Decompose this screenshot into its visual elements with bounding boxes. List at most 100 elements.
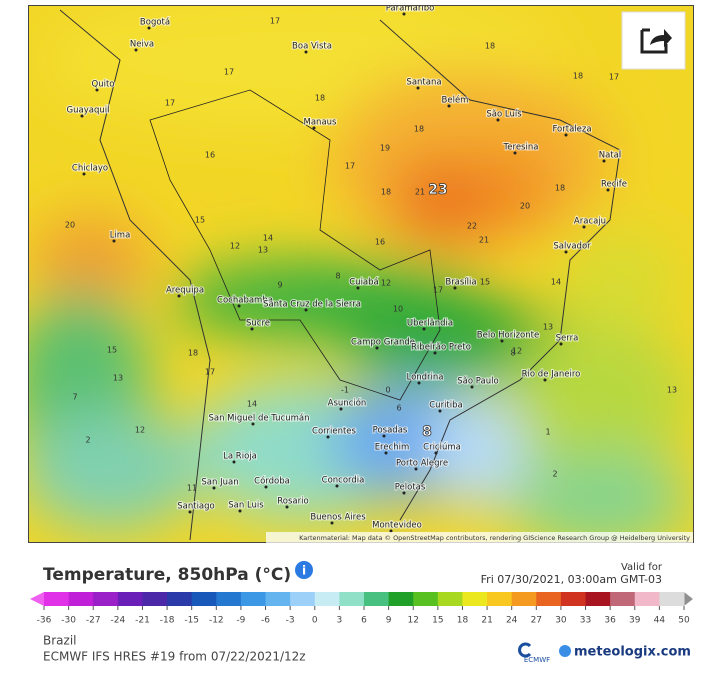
temperature-label: 6 xyxy=(396,404,401,413)
city-dot xyxy=(188,510,192,514)
border xyxy=(149,89,441,401)
temperature-label: 13 xyxy=(258,246,268,255)
info-i[interactable]: i xyxy=(302,564,306,578)
city-label: Erechim xyxy=(375,443,410,453)
city-dot xyxy=(147,26,151,30)
attribution-background xyxy=(266,532,693,543)
city-label: São Luís xyxy=(486,110,522,120)
city-label: Criciúma xyxy=(423,443,461,453)
colorbar-swatch xyxy=(290,592,316,606)
colorbar-tick-label: -15 xyxy=(184,616,199,626)
city-label: La Rioja xyxy=(223,452,257,462)
colorbar-tick-label: 50 xyxy=(678,616,690,626)
valid-time: Fri 07/30/2021, 03:00am GMT-03 xyxy=(481,573,662,586)
city-label: Corrientes xyxy=(312,427,357,437)
temperature-label: 8 xyxy=(510,349,515,358)
temperature-label: 14 xyxy=(247,400,257,409)
share-icon[interactable] xyxy=(640,28,668,54)
city-dot xyxy=(389,529,393,533)
share-button[interactable] xyxy=(621,11,686,70)
city-label: Bogotá xyxy=(140,18,170,28)
city-label: Curitiba xyxy=(429,401,462,411)
city-dot xyxy=(339,407,343,411)
temperature-label: 18 xyxy=(485,42,495,51)
temperature-label: 2 xyxy=(552,470,557,479)
city-dot xyxy=(470,385,474,389)
info-icon[interactable] xyxy=(295,561,313,579)
colorbar-swatch xyxy=(511,592,537,606)
temperature-label: 21 xyxy=(479,236,489,245)
temperature-label: 11 xyxy=(187,484,197,493)
colorbar-swatch xyxy=(44,592,70,606)
colorbar-tick-label: -6 xyxy=(261,616,270,626)
city-label: Asunción xyxy=(328,398,367,409)
colorbar-swatch xyxy=(93,592,119,606)
city-dot xyxy=(402,491,406,495)
city-label: Posadas xyxy=(373,426,408,436)
city-label: Recife xyxy=(601,180,627,190)
city-dot xyxy=(416,86,420,90)
temperature-label: 18 xyxy=(315,94,325,103)
city-dot xyxy=(335,484,339,488)
temperature-label: 16 xyxy=(375,238,385,247)
city-label: Teresina xyxy=(503,143,539,153)
share-box[interactable] xyxy=(621,11,686,70)
city-label: San Juan xyxy=(201,478,238,488)
colorbar-swatch xyxy=(659,592,685,606)
colorbar-swatch xyxy=(167,592,193,606)
city-dot xyxy=(237,304,241,308)
colorbar-swatch xyxy=(487,592,513,606)
city-dot xyxy=(304,308,308,312)
city-label: Guayaquil xyxy=(67,106,110,116)
attribution: Kartenmaterial: Map data © OpenStreetMap… xyxy=(299,534,690,542)
city-dot xyxy=(402,12,406,16)
colorbar-tick-label: 18 xyxy=(457,616,469,626)
colorbar-swatch xyxy=(68,592,94,606)
colorbar-tick-label: -27 xyxy=(86,616,101,626)
colorbar-tick-label: 36 xyxy=(604,616,616,626)
city-label: Santa Cruz de la Sierra xyxy=(263,300,361,310)
city-label: Quito xyxy=(92,80,115,90)
city-dot xyxy=(112,239,116,243)
city-label: Concordia xyxy=(322,476,365,486)
temperature-label: 17 xyxy=(345,162,355,171)
ecmwf-logo xyxy=(518,642,532,658)
city-dot xyxy=(496,118,500,122)
city-label: Rio de Janeiro xyxy=(522,370,581,380)
temperature-label: 12 xyxy=(512,347,522,356)
colorbar-end-low xyxy=(30,592,44,606)
ecmwf-label: ECMWF xyxy=(524,656,550,664)
city-label: Neiva xyxy=(130,40,154,50)
colorbar-tick-label: 15 xyxy=(432,616,443,626)
city-dot xyxy=(356,286,360,290)
temperature-label: 19 xyxy=(380,144,390,153)
colorbar-swatch xyxy=(413,592,439,606)
share-arrow[interactable] xyxy=(650,29,672,47)
city-dot xyxy=(417,381,421,385)
colorbar-tick-label: -18 xyxy=(160,616,175,626)
city-dot xyxy=(212,486,216,490)
city-label: Uberlândia xyxy=(407,319,453,329)
colorbar-tick-label: -36 xyxy=(37,616,52,626)
city-dot xyxy=(602,159,606,163)
city-dot xyxy=(285,505,289,509)
city-dot xyxy=(250,327,254,331)
colorbar-tick-label: -3 xyxy=(286,616,295,626)
temperature-label: 1 xyxy=(545,428,550,437)
colorbar-tick-label: 39 xyxy=(629,616,641,626)
city-dot xyxy=(453,286,457,290)
city-label: Pelotas xyxy=(395,483,426,493)
temperature-label: 18 xyxy=(555,184,565,193)
temperature-label: 21 xyxy=(415,188,425,197)
colorbar-swatch xyxy=(462,592,488,606)
city-label: Belém xyxy=(442,95,469,106)
colorbar-swatch xyxy=(265,592,291,606)
city-label: Arequipa xyxy=(166,286,204,296)
city-dot xyxy=(438,409,442,413)
colorbar-swatch xyxy=(216,592,242,606)
colorbar-swatch xyxy=(388,592,414,606)
info-button[interactable]: i xyxy=(295,561,313,579)
temperature-label: 17 xyxy=(433,286,443,295)
colorbar-tick-label: 9 xyxy=(386,616,392,626)
